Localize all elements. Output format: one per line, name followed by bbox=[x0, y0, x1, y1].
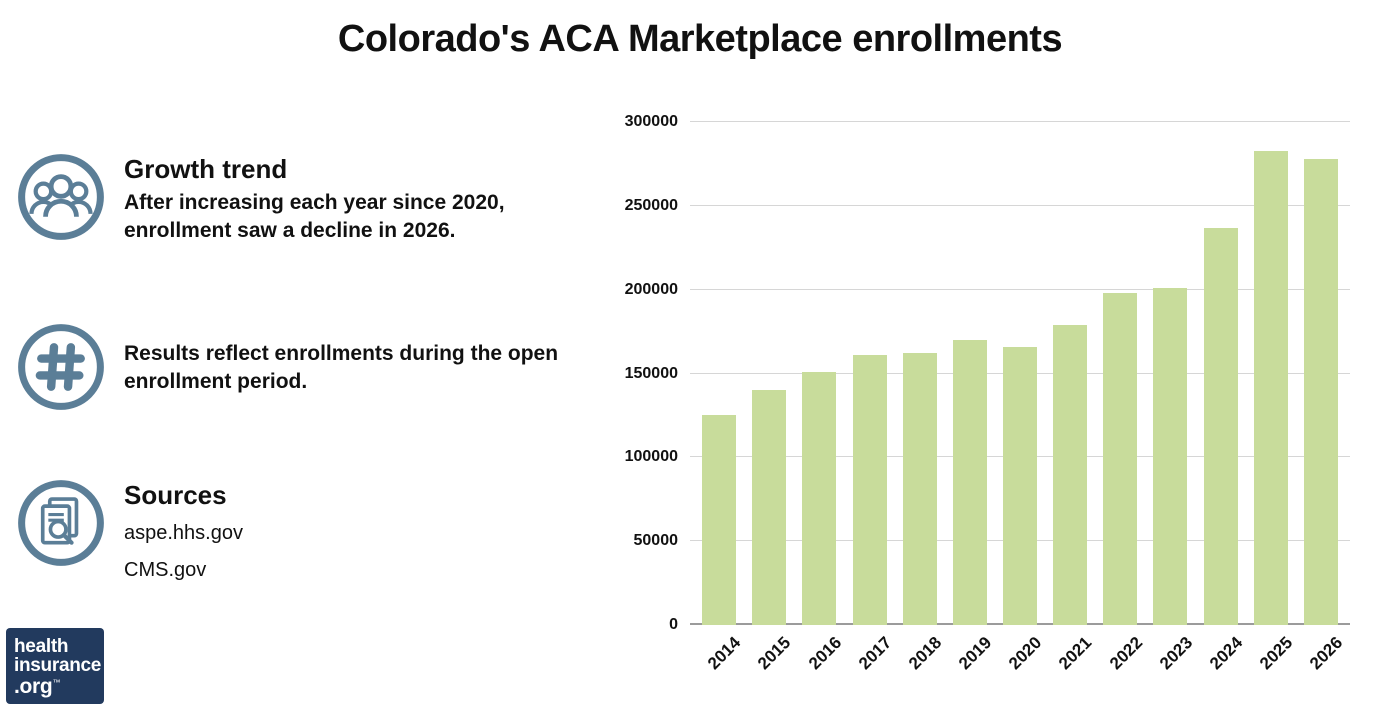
hashtag-icon bbox=[16, 322, 106, 412]
x-tick-label: 2018 bbox=[904, 633, 946, 674]
gridline bbox=[690, 121, 1350, 122]
bar-group-2019: 2019 bbox=[945, 122, 995, 673]
note-text: Results reflect enrollments during the o… bbox=[124, 322, 579, 395]
bar-group-2025: 2025 bbox=[1246, 122, 1296, 673]
sources-section: Sources aspe.hhs.gov CMS.gov bbox=[16, 478, 579, 589]
bar-2016 bbox=[802, 371, 837, 625]
y-tick-label: 50000 bbox=[633, 532, 679, 550]
page-title: Colorado's ACA Marketplace enrollments bbox=[337, 18, 1063, 60]
logo-org-label: .org bbox=[14, 674, 53, 698]
bar-group-2024: 2024 bbox=[1196, 122, 1246, 673]
x-tick-label: 2016 bbox=[804, 633, 845, 674]
y-tick-label: 200000 bbox=[624, 280, 678, 298]
y-tick-label: 0 bbox=[669, 616, 678, 633]
x-tick-label: 2014 bbox=[704, 633, 745, 674]
note-body: Results reflect enrollments during the o… bbox=[124, 342, 559, 393]
x-tick-label: 2019 bbox=[955, 633, 996, 674]
logo-trademark: ™ bbox=[52, 677, 61, 687]
x-tick-label: 2023 bbox=[1155, 633, 1196, 674]
growth-trend-text: Growth trend After increasing each year … bbox=[124, 152, 579, 244]
bar-2025 bbox=[1253, 150, 1288, 625]
bar-2017 bbox=[852, 355, 887, 625]
x-tick-label: 2026 bbox=[1306, 633, 1347, 674]
gridline bbox=[690, 204, 1350, 206]
y-axis: 0 50000 100000 150000 200000 250000 300000 bbox=[590, 113, 679, 633]
y-tick-label: 300000 bbox=[624, 113, 678, 130]
x-tick-label: 2015 bbox=[754, 633, 795, 674]
bar-2018 bbox=[902, 353, 937, 625]
x-tick-label: 2022 bbox=[1105, 633, 1146, 674]
bar-2021 bbox=[1053, 324, 1088, 625]
y-tick-label: 100000 bbox=[624, 448, 678, 466]
bar-group-2015: 2015 bbox=[744, 122, 795, 673]
x-tick-label: 2025 bbox=[1256, 633, 1297, 674]
bar-2015 bbox=[752, 390, 787, 625]
bar-group-2014: 2014 bbox=[694, 122, 745, 673]
logo-text-insurance: insurance bbox=[14, 655, 102, 677]
bar-2026 bbox=[1303, 158, 1338, 625]
bar-group-2017: 2017 bbox=[844, 122, 895, 673]
bars: 2014 2015 2016 2017 2018 2019 2020 2021 2022 2023… bbox=[690, 122, 1350, 673]
gridline bbox=[690, 288, 1350, 290]
sources-text: Sources aspe.hhs.gov CMS.gov bbox=[124, 478, 579, 589]
growth-trend-section: Growth trend After increasing each year … bbox=[16, 152, 579, 244]
bar-2014 bbox=[702, 415, 737, 625]
growth-trend-body: After increasing each year since 2020, e… bbox=[124, 191, 505, 242]
y-tick-label: 150000 bbox=[624, 364, 678, 382]
chart-plot: 2014 2015 2016 2017 2018 2019 2020 2021 2022 2023… bbox=[690, 121, 1350, 673]
logo-text-health: health bbox=[14, 635, 69, 657]
source-item-aspe: aspe.hhs.gov bbox=[124, 522, 243, 544]
x-tick-label: 2021 bbox=[1055, 633, 1096, 674]
bar-group-2020: 2020 bbox=[995, 122, 1045, 673]
bar-group-2026: 2026 bbox=[1296, 122, 1346, 673]
people-group-icon bbox=[16, 152, 106, 242]
healthinsurance-org-logo: health insurance .org™ bbox=[6, 627, 104, 704]
x-tick-label: 2017 bbox=[854, 633, 895, 674]
bar-group-2018: 2018 bbox=[895, 122, 945, 673]
bar-2023 bbox=[1153, 288, 1188, 625]
enrollment-bar-chart: 0 50000 100000 150000 200000 250000 300000 201… bbox=[590, 0, 1380, 710]
x-tick-label: 2020 bbox=[1005, 633, 1046, 674]
bar-2020 bbox=[1003, 346, 1038, 625]
logo-text-org: .org™ bbox=[14, 674, 98, 698]
bar-2024 bbox=[1203, 227, 1238, 625]
x-tick-label: 2024 bbox=[1205, 633, 1247, 674]
documents-magnifier-icon bbox=[16, 478, 106, 568]
note-section: Results reflect enrollments during the o… bbox=[16, 322, 579, 412]
source-item-cms: CMS.gov bbox=[124, 559, 207, 581]
bar-group-2021: 2021 bbox=[1045, 122, 1096, 673]
bar-group-2022: 2022 bbox=[1095, 122, 1146, 673]
growth-trend-heading: Growth trend bbox=[124, 154, 288, 184]
bar-2019 bbox=[952, 339, 987, 625]
bar-group-2023: 2023 bbox=[1145, 122, 1196, 673]
y-tick-label: 250000 bbox=[624, 196, 678, 214]
sources-heading: Sources bbox=[124, 480, 227, 510]
bar-group-2016: 2016 bbox=[794, 122, 845, 673]
bar-2022 bbox=[1103, 293, 1138, 625]
